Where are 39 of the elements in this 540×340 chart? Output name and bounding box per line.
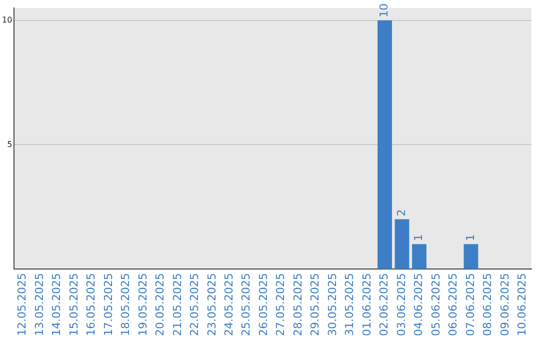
x-tick-label: 21.05.2025 [170,273,184,336]
y-tick-label: 5 [7,140,12,149]
x-tick-label: 04.06.2025 [412,273,426,336]
x-tick-label: 26.05.2025 [256,273,270,336]
x-tick-label: 06.06.2025 [446,273,460,336]
x-tick-label: 16.05.2025 [84,273,98,336]
x-tick-label: 09.06.2025 [498,273,512,336]
x-tick-label: 29.05.2025 [308,273,322,336]
x-tick-label: 13.05.2025 [32,273,46,336]
x-tick-label: 10.06.2025 [516,273,529,336]
x-tick-label: 08.06.2025 [481,273,494,336]
bar [464,244,478,270]
x-tick-label: 27.05.2025 [274,273,288,336]
data-label: 2 [394,209,408,216]
x-tick-label: 20.05.2025 [154,273,167,336]
x-tick-label: 02.06.2025 [378,273,391,336]
bar [378,20,392,270]
x-tick-label: 05.06.2025 [429,273,442,336]
x-tick-label: 03.06.2025 [394,273,408,336]
x-tick-label: 19.05.2025 [136,273,150,336]
x-tick-label: 28.05.2025 [291,273,304,336]
bar [394,219,410,270]
x-tick-label: 22.05.2025 [188,273,202,336]
x-tick-label: 31.05.2025 [343,273,356,336]
x-tick-label: 15.05.2025 [67,273,80,336]
x-tick-label: 12.05.2025 [16,273,29,336]
data-label: 1 [464,234,477,242]
x-tick-label: 30.05.2025 [326,273,339,336]
x-tick-label: 23.05.2025 [205,273,218,336]
x-tick-label: 07.06.2025 [464,273,477,336]
x-tick-label: 24.05.2025 [222,273,236,336]
data-label: 1 [412,234,426,242]
x-tick-label: 14.05.2025 [50,273,64,336]
data-label: 10 [378,3,391,18]
x-tick-label: 25.05.2025 [240,273,253,336]
bar [412,244,426,270]
x-tick-label: 18.05.2025 [119,273,132,336]
x-tick-label: 17.05.2025 [102,273,115,336]
x-tick-label: 01.06.2025 [360,273,374,336]
